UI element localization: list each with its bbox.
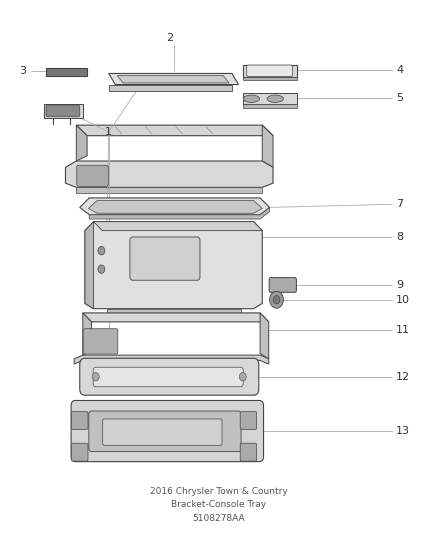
FancyBboxPatch shape (240, 443, 257, 461)
FancyBboxPatch shape (89, 411, 241, 451)
FancyBboxPatch shape (71, 411, 88, 430)
Polygon shape (44, 104, 83, 118)
FancyBboxPatch shape (240, 411, 257, 430)
Text: 8: 8 (396, 232, 403, 243)
Polygon shape (85, 222, 262, 309)
Text: 9: 9 (396, 280, 403, 290)
Circle shape (98, 246, 105, 255)
Text: 4: 4 (396, 65, 403, 75)
Polygon shape (83, 313, 269, 322)
FancyBboxPatch shape (130, 237, 200, 280)
Polygon shape (243, 77, 297, 80)
FancyBboxPatch shape (83, 329, 118, 354)
Text: 11: 11 (396, 325, 410, 335)
Polygon shape (80, 198, 270, 215)
Text: 2: 2 (166, 33, 173, 43)
FancyBboxPatch shape (80, 358, 259, 395)
FancyBboxPatch shape (71, 443, 88, 461)
Polygon shape (89, 207, 270, 219)
Polygon shape (74, 355, 269, 364)
FancyBboxPatch shape (102, 419, 222, 445)
Text: 5: 5 (396, 93, 403, 103)
Polygon shape (109, 74, 238, 85)
Polygon shape (243, 93, 297, 104)
FancyBboxPatch shape (77, 165, 108, 187)
Polygon shape (76, 125, 273, 136)
FancyBboxPatch shape (93, 367, 243, 387)
Polygon shape (106, 309, 240, 315)
Ellipse shape (267, 95, 283, 102)
Text: 13: 13 (396, 426, 410, 436)
Text: 12: 12 (396, 372, 410, 382)
Polygon shape (262, 125, 273, 167)
Polygon shape (76, 188, 262, 192)
Circle shape (98, 265, 105, 273)
Text: 7: 7 (396, 199, 403, 209)
Circle shape (270, 292, 283, 308)
FancyBboxPatch shape (247, 65, 293, 77)
Polygon shape (260, 313, 269, 359)
Polygon shape (76, 125, 87, 161)
Ellipse shape (243, 95, 260, 102)
Text: 3: 3 (20, 66, 27, 76)
Polygon shape (243, 104, 297, 108)
FancyBboxPatch shape (269, 278, 297, 292)
Circle shape (239, 373, 246, 381)
Text: 2016 Chrysler Town & Country
Bracket-Console Tray
5108278AA: 2016 Chrysler Town & Country Bracket-Con… (150, 487, 288, 522)
Circle shape (273, 295, 280, 304)
FancyBboxPatch shape (71, 400, 264, 462)
Polygon shape (46, 68, 87, 76)
Circle shape (92, 373, 99, 381)
Polygon shape (109, 85, 232, 91)
Polygon shape (117, 76, 229, 83)
Polygon shape (88, 200, 262, 213)
FancyBboxPatch shape (46, 105, 80, 117)
Polygon shape (94, 222, 262, 231)
Polygon shape (83, 313, 92, 355)
Text: 1: 1 (105, 127, 112, 137)
Polygon shape (66, 161, 273, 188)
Polygon shape (243, 65, 297, 77)
Polygon shape (85, 222, 94, 309)
Text: 10: 10 (396, 295, 410, 305)
